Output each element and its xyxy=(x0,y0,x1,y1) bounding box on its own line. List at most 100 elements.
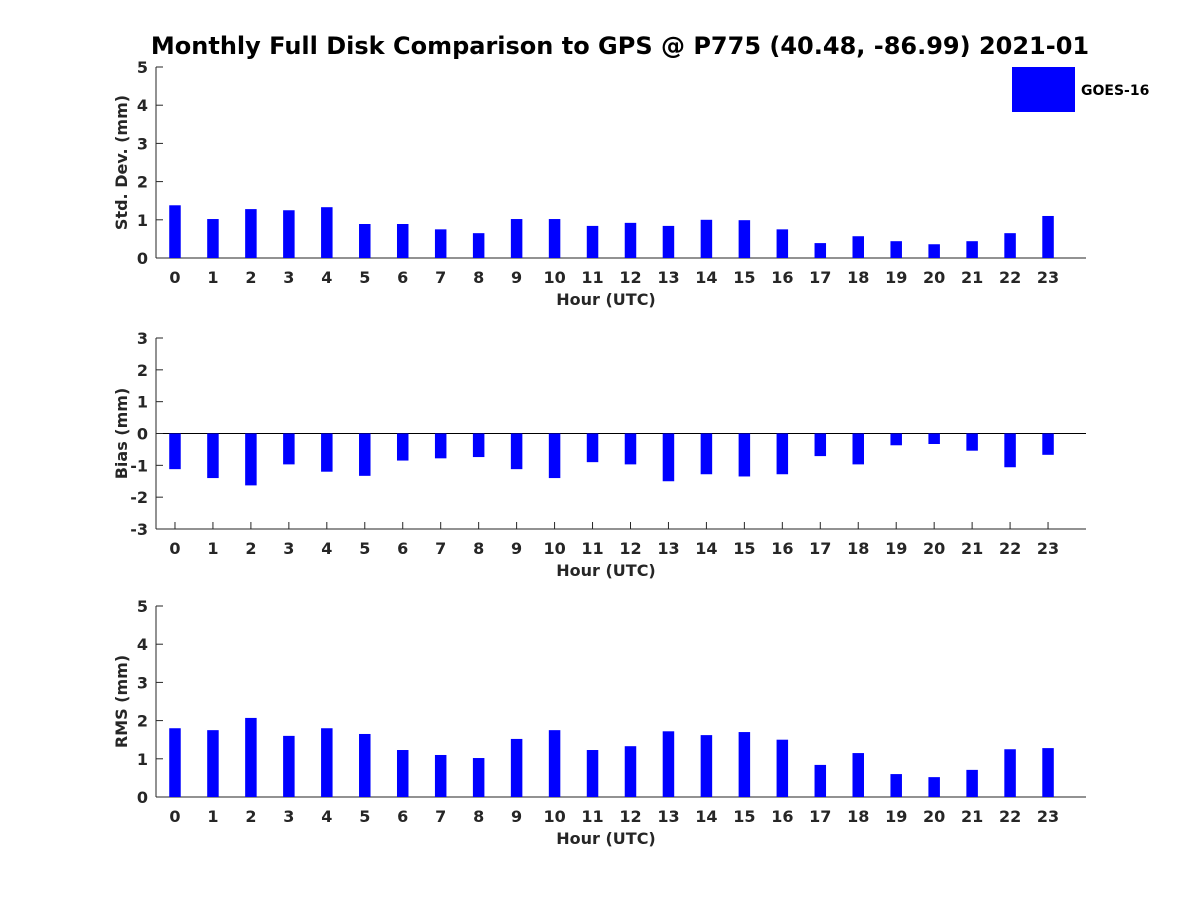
rms-bar-hour-10 xyxy=(548,730,561,797)
rms-x-tick-label: 13 xyxy=(657,807,679,826)
bias-bar-hour-11 xyxy=(586,433,599,463)
rms-bar-hour-5 xyxy=(359,733,371,797)
rms-bar-hour-23 xyxy=(1042,748,1054,797)
rms-bar-hour-21 xyxy=(966,769,978,797)
rms-x-tick-label: 4 xyxy=(321,807,332,826)
std-dev-bar-hour-12 xyxy=(624,222,637,258)
rms-y-tick-label: 2 xyxy=(137,712,148,731)
bias-bar-hour-13 xyxy=(662,433,675,482)
bias-y-tick-label: 0 xyxy=(137,425,148,444)
rms-x-tick-label: 22 xyxy=(999,807,1021,826)
bias-bar-hour-10 xyxy=(548,433,561,479)
bias-bar-hour-14 xyxy=(700,433,713,475)
bias-bar-hour-5 xyxy=(359,433,371,476)
rms-x-tick-label: 8 xyxy=(473,807,484,826)
std-dev-y-tick-label: 5 xyxy=(137,58,148,77)
legend-swatch xyxy=(1012,67,1075,112)
bias-bar-hour-17 xyxy=(814,433,827,457)
bias-bar-hour-12 xyxy=(624,433,637,465)
std-dev-x-tick-label: 18 xyxy=(847,268,869,287)
bias-y-tick-label: 1 xyxy=(137,393,148,412)
std-dev-x-tick-label: 14 xyxy=(695,268,717,287)
bias-x-tick-label: 7 xyxy=(435,539,446,558)
rms-x-tick-label: 0 xyxy=(169,807,180,826)
std-dev-bar-hour-18 xyxy=(852,236,864,258)
rms-bar-hour-14 xyxy=(700,735,713,797)
rms-bar-hour-17 xyxy=(814,764,827,797)
bias-x-tick-label: 17 xyxy=(809,539,831,558)
rms-x-tick-label: 9 xyxy=(511,807,522,826)
rms-bar-hour-1 xyxy=(207,730,219,797)
bias-bar-hour-7 xyxy=(434,433,447,459)
bias-y-tick-label: -3 xyxy=(130,520,148,539)
bias-x-tick-label: 21 xyxy=(961,539,983,558)
std-dev-x-tick-label: 6 xyxy=(397,268,408,287)
rms-x-tick-label: 14 xyxy=(695,807,717,826)
rms-bar-hour-8 xyxy=(472,758,485,797)
bias-bar-hour-23 xyxy=(1042,433,1054,455)
std-dev-bar-hour-15 xyxy=(738,220,751,258)
bias-bar-hour-6 xyxy=(396,433,409,461)
std-dev-x-tick-label: 15 xyxy=(733,268,755,287)
std-dev-bar-hour-17 xyxy=(814,243,827,258)
bias-x-tick-label: 13 xyxy=(657,539,679,558)
std-dev-bar-hour-5 xyxy=(359,224,371,258)
rms-x-tick-label: 23 xyxy=(1037,807,1059,826)
rms-x-tick-label: 17 xyxy=(809,807,831,826)
rms-y-axis-label: RMS (mm) xyxy=(112,655,131,748)
bias-x-tick-label: 0 xyxy=(169,539,180,558)
std-dev-bar-hour-14 xyxy=(700,219,713,258)
std-dev-x-tick-label: 20 xyxy=(923,268,945,287)
std-dev-x-tick-label: 7 xyxy=(435,268,446,287)
rms-x-tick-label: 2 xyxy=(245,807,256,826)
std-dev-x-tick-label: 9 xyxy=(511,268,522,287)
rms-y-tick-label: 0 xyxy=(137,788,148,807)
std-dev-bar-hour-13 xyxy=(662,225,675,258)
rms-x-tick-label: 12 xyxy=(619,807,641,826)
bias-x-tick-label: 5 xyxy=(359,539,370,558)
rms-y-tick-label: 3 xyxy=(137,673,148,692)
std-dev-x-tick-label: 17 xyxy=(809,268,831,287)
rms-bar-hour-12 xyxy=(624,746,637,797)
rms-bar-hour-20 xyxy=(928,777,940,797)
bias-bar-hour-16 xyxy=(776,433,789,475)
std-dev-bar-hour-16 xyxy=(776,229,789,258)
rms-bar-hour-16 xyxy=(776,739,789,797)
std-dev-x-tick-label: 1 xyxy=(207,268,218,287)
bias-x-axis-label: Hour (UTC) xyxy=(556,561,656,580)
rms-x-tick-label: 15 xyxy=(733,807,755,826)
bias-x-tick-label: 14 xyxy=(695,539,717,558)
std-dev-bar-hour-1 xyxy=(207,219,219,258)
std-dev-bar-hour-20 xyxy=(928,244,940,258)
std-dev-bar-hour-22 xyxy=(1004,233,1016,258)
std-dev-x-tick-label: 12 xyxy=(619,268,641,287)
rms-y-tick-label: 4 xyxy=(137,635,148,654)
bias-bar-hour-9 xyxy=(510,433,523,470)
rms-x-tick-label: 19 xyxy=(885,807,907,826)
std-dev-bar-hour-10 xyxy=(548,219,561,258)
bias-bar-hour-8 xyxy=(472,433,485,458)
std-dev-y-tick-label: 2 xyxy=(137,173,148,192)
rms-x-tick-label: 1 xyxy=(207,807,218,826)
bias-bar-hour-0 xyxy=(169,433,181,470)
std-dev-x-tick-label: 11 xyxy=(581,268,603,287)
std-dev-x-tick-label: 13 xyxy=(657,268,679,287)
bias-x-tick-label: 22 xyxy=(999,539,1021,558)
bias-y-tick-label: -2 xyxy=(130,488,148,507)
std-dev-y-tick-label: 0 xyxy=(137,249,148,268)
bias-x-tick-label: 9 xyxy=(511,539,522,558)
std-dev-x-tick-label: 21 xyxy=(961,268,983,287)
std-dev-bar-hour-11 xyxy=(586,225,599,258)
rms-bar-hour-9 xyxy=(510,738,523,797)
bias-bar-hour-3 xyxy=(283,433,295,465)
std-dev-x-tick-label: 3 xyxy=(283,268,294,287)
std-dev-bar-hour-0 xyxy=(169,205,181,258)
std-dev-x-axis-label: Hour (UTC) xyxy=(556,290,656,309)
std-dev-bar-hour-8 xyxy=(472,233,485,258)
rms-x-tick-label: 6 xyxy=(397,807,408,826)
bias-x-tick-label: 10 xyxy=(543,539,565,558)
rms-bar-hour-22 xyxy=(1004,749,1016,797)
rms-y-tick-label: 5 xyxy=(137,597,148,616)
